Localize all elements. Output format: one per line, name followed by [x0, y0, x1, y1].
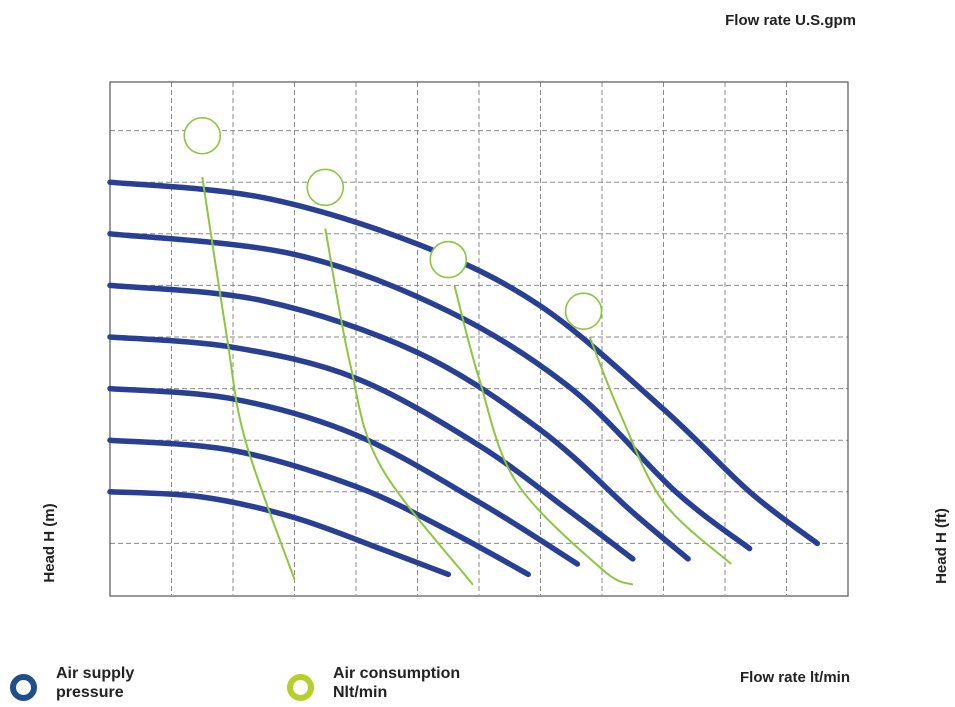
air-curve-400	[324, 228, 474, 586]
air-label-circle	[429, 240, 468, 279]
x-axis-bottom-title: Flow rate lt/min	[740, 669, 850, 686]
air-curve-200	[201, 176, 296, 580]
pressure-curve-4-bar	[107, 385, 581, 567]
air-label-circle	[564, 292, 603, 331]
air-consumption-legend-label: Air consumption Nlt/min	[333, 664, 460, 702]
pressure-curve-8-bar	[107, 179, 821, 547]
pressure-legend-label: Air supply pressure	[56, 664, 134, 702]
pressure-curve-7-bar	[107, 231, 753, 552]
air-label-circle	[183, 116, 222, 155]
pressure-curve-5-bar	[107, 334, 636, 562]
pressure-curve-3-bar	[107, 437, 531, 578]
y-axis-left-title: Head H (m)	[41, 503, 58, 582]
air-consumption-legend-line2: Nlt/min	[333, 684, 388, 701]
pressure-legend-line2: pressure	[56, 684, 124, 701]
air-consumption-labels	[183, 116, 603, 331]
air-curve-700	[588, 336, 732, 565]
grid	[110, 82, 848, 595]
pressure-legend-line1: Air supply	[56, 665, 135, 682]
y-axis-right-title: Head H (ft)	[933, 508, 950, 584]
pressure-curves	[107, 179, 821, 578]
air-consumption-curves	[201, 176, 732, 586]
pressure-curve-2-bar	[107, 489, 452, 578]
air-label-circle	[306, 168, 345, 207]
air-consumption-legend-icon	[287, 674, 314, 701]
x-axis-top-title: Flow rate U.S.gpm	[725, 12, 856, 29]
air-consumption-legend-line1: Air consumption	[333, 665, 461, 682]
pressure-legend-icon	[10, 674, 37, 701]
air-curve-600	[453, 285, 634, 586]
pressure-curve-6-bar	[107, 282, 691, 562]
